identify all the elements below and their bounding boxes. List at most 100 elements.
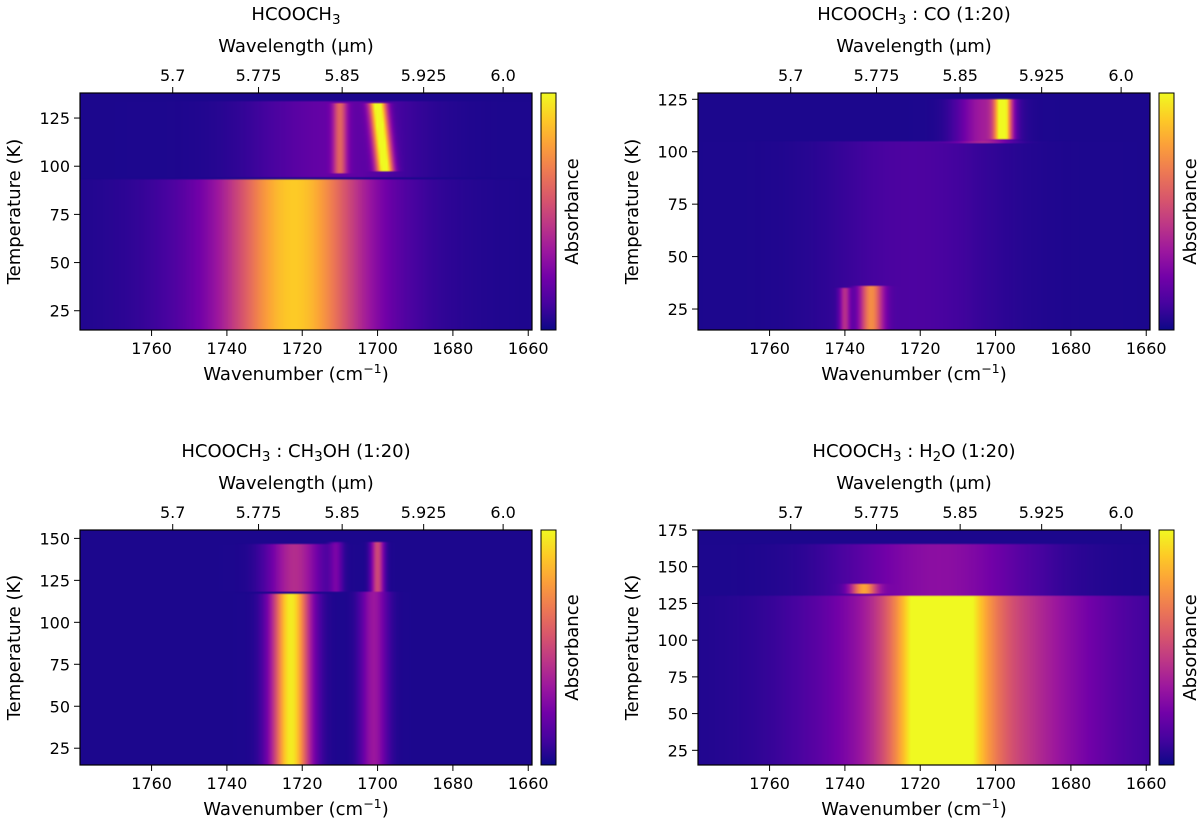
y-tick-label: 25 <box>50 739 70 758</box>
x-axis-label: Wavenumber (cm−1) <box>203 361 388 386</box>
top-tick-label: 5.7 <box>160 503 185 522</box>
x-axis-label: Wavenumber (cm−1) <box>821 361 1006 386</box>
x-tick-label: 1760 <box>131 339 172 358</box>
y-axis-label: Temperature (K) <box>4 139 25 286</box>
y-axis-label: Temperature (K) <box>4 575 25 722</box>
top-tick-label: 5.925 <box>401 66 447 85</box>
top-tick-label: 5.925 <box>1019 66 1065 85</box>
y-tick-label: 150 <box>657 558 688 577</box>
x-tick-label: 1660 <box>508 774 549 793</box>
x-tick-label: 1660 <box>1126 339 1167 358</box>
top-tick-label: 6.0 <box>490 503 515 522</box>
y-tick-label: 25 <box>50 302 70 321</box>
top-axis-label: Wavelength (μm) <box>836 36 992 57</box>
heatmap-image <box>698 93 1150 330</box>
y-tick-label: 75 <box>50 205 70 224</box>
x-tick-label: 1680 <box>433 339 474 358</box>
x-tick-label: 1760 <box>749 339 790 358</box>
plot-frame <box>79 92 533 331</box>
top-tick-label: 6.0 <box>1108 66 1133 85</box>
colorbar <box>540 92 557 331</box>
y-tick-label: 125 <box>39 571 70 590</box>
x-tick-label: 1720 <box>282 339 323 358</box>
top-tick-label: 5.85 <box>324 66 360 85</box>
top-tick-label: 5.7 <box>778 503 803 522</box>
y-tick-label: 50 <box>668 248 688 267</box>
top-tick-label: 5.85 <box>324 503 360 522</box>
panel-title: HCOOCH3 : CO (1:20) <box>817 4 1011 28</box>
panel-title: HCOOCH3 : H2O (1:20) <box>812 441 1015 465</box>
top-tick-label: 6.0 <box>1108 503 1133 522</box>
x-tick-label: 1660 <box>1126 774 1167 793</box>
y-tick-label: 75 <box>668 195 688 214</box>
y-tick-label: 50 <box>50 254 70 273</box>
y-tick-label: 125 <box>657 90 688 109</box>
x-tick-label: 1700 <box>357 339 398 358</box>
top-tick-label: 6.0 <box>490 66 515 85</box>
top-tick-label: 5.775 <box>236 503 282 522</box>
x-tick-label: 1700 <box>357 774 398 793</box>
colorbar-label: Absorbance <box>562 158 583 264</box>
top-axis-label: Wavelength (μm) <box>218 36 374 57</box>
x-tick-label: 1660 <box>508 339 549 358</box>
y-tick-label: 100 <box>657 631 688 650</box>
y-tick-label: 150 <box>39 529 70 548</box>
heatmap-image <box>80 530 532 765</box>
x-tick-label: 1720 <box>900 774 941 793</box>
panel-pure: 1760 1740 1720 1700 1680 1660 5.7 5.775 5.85 5.92… <box>4 4 583 385</box>
y-tick-label: 125 <box>657 594 688 613</box>
colorbar <box>1158 92 1175 331</box>
y-tick-label: 50 <box>668 705 688 724</box>
y-tick-label: 25 <box>668 300 688 319</box>
x-tick-label: 1740 <box>207 339 248 358</box>
colorbar-label: Absorbance <box>1180 594 1200 700</box>
colorbar <box>540 529 557 766</box>
top-tick-label: 5.85 <box>942 503 978 522</box>
y-axis-label: Temperature (K) <box>622 139 643 286</box>
top-axis-label: Wavelength (μm) <box>218 473 374 494</box>
plot-frame <box>697 529 1151 766</box>
top-tick-label: 5.85 <box>942 66 978 85</box>
x-axis-label: Wavenumber (cm−1) <box>821 796 1006 821</box>
panel-title: HCOOCH3 : CH3OH (1:20) <box>181 441 410 465</box>
y-tick-label: 75 <box>50 655 70 674</box>
heatmap-image <box>698 530 1150 765</box>
panel-h2o: 1760 1740 1720 1700 1680 1660 5.7 5.775 5.85 5.92… <box>622 441 1200 820</box>
panel-co: 1760 1740 1720 1700 1680 1660 5.7 5.775 5.85 5.92… <box>622 4 1200 385</box>
y-tick-label: 25 <box>668 741 688 760</box>
panel-ch3oh: 1760 1740 1720 1700 1680 1660 5.7 5.775 5.85 5.92… <box>4 441 583 820</box>
x-tick-label: 1680 <box>433 774 474 793</box>
colorbar <box>1158 529 1175 766</box>
top-tick-label: 5.925 <box>1019 503 1065 522</box>
x-tick-label: 1740 <box>825 774 866 793</box>
y-tick-label: 125 <box>39 109 70 128</box>
top-tick-label: 5.775 <box>854 66 900 85</box>
y-tick-label: 175 <box>657 521 688 540</box>
colorbar-label: Absorbance <box>1180 158 1200 264</box>
panel-title: HCOOCH3 <box>251 4 340 28</box>
top-tick-label: 5.925 <box>401 503 447 522</box>
x-tick-label: 1740 <box>825 339 866 358</box>
x-tick-label: 1700 <box>975 774 1016 793</box>
x-tick-label: 1760 <box>131 774 172 793</box>
top-tick-label: 5.775 <box>854 503 900 522</box>
x-tick-label: 1760 <box>749 774 790 793</box>
top-tick-label: 5.775 <box>236 66 282 85</box>
top-tick-label: 5.7 <box>778 66 803 85</box>
x-tick-label: 1720 <box>282 774 323 793</box>
plot-frame <box>697 92 1151 331</box>
y-tick-label: 100 <box>39 613 70 632</box>
y-tick-label: 75 <box>668 668 688 687</box>
top-tick-label: 5.7 <box>160 66 185 85</box>
heatmap-image <box>80 93 532 330</box>
x-tick-label: 1700 <box>975 339 1016 358</box>
x-tick-label: 1680 <box>1051 339 1092 358</box>
y-tick-label: 100 <box>39 157 70 176</box>
x-tick-label: 1720 <box>900 339 941 358</box>
x-axis-label: Wavenumber (cm−1) <box>203 796 388 821</box>
plot-frame <box>79 529 533 766</box>
top-axis-label: Wavelength (μm) <box>836 473 992 494</box>
y-tick-label: 100 <box>657 143 688 162</box>
x-tick-label: 1740 <box>207 774 248 793</box>
